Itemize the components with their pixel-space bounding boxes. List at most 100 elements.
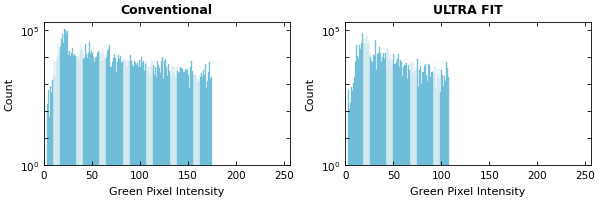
Bar xyxy=(501,168,502,200)
Bar xyxy=(230,168,231,200)
Bar xyxy=(92,54,93,200)
Bar xyxy=(497,168,498,200)
Bar xyxy=(44,168,45,200)
Bar xyxy=(355,62,356,200)
Bar xyxy=(356,46,357,200)
Bar xyxy=(178,73,179,200)
Bar xyxy=(226,168,227,200)
Bar xyxy=(432,72,433,200)
Bar xyxy=(255,168,256,200)
Bar xyxy=(368,42,369,200)
Bar xyxy=(157,62,158,200)
Bar xyxy=(80,44,81,200)
Bar xyxy=(427,82,428,200)
Bar xyxy=(279,168,280,200)
Bar xyxy=(480,168,481,200)
Bar xyxy=(395,64,396,200)
Bar xyxy=(85,45,86,200)
Bar xyxy=(384,60,385,200)
Bar xyxy=(493,168,494,200)
Bar xyxy=(542,168,543,200)
Bar xyxy=(179,73,180,200)
Bar xyxy=(519,168,520,200)
Bar xyxy=(554,168,555,200)
Bar xyxy=(121,63,122,200)
Bar xyxy=(189,88,190,200)
Bar xyxy=(164,62,165,200)
Bar xyxy=(158,66,159,200)
Bar xyxy=(138,68,139,200)
Bar xyxy=(73,56,74,200)
Bar xyxy=(233,168,234,200)
Bar xyxy=(381,62,382,200)
Bar xyxy=(272,168,273,200)
Bar xyxy=(115,58,116,200)
Bar xyxy=(363,44,364,200)
Bar xyxy=(421,84,422,200)
Bar xyxy=(192,72,193,200)
Bar xyxy=(402,76,403,200)
Bar xyxy=(234,168,235,200)
Bar xyxy=(588,168,589,200)
Y-axis label: Count: Count xyxy=(4,78,14,110)
Bar xyxy=(469,168,470,200)
Bar xyxy=(576,168,577,200)
Bar xyxy=(380,53,381,200)
Bar xyxy=(101,62,103,200)
Bar xyxy=(171,78,172,200)
Bar xyxy=(221,168,222,200)
Bar xyxy=(350,103,351,200)
Bar xyxy=(502,168,503,200)
Bar xyxy=(112,63,113,200)
Bar xyxy=(358,60,359,200)
Bar xyxy=(113,59,114,200)
Bar xyxy=(183,72,184,200)
Bar xyxy=(487,168,488,200)
Bar xyxy=(499,168,500,200)
Bar xyxy=(389,56,391,200)
Bar xyxy=(149,75,151,200)
Bar xyxy=(494,168,495,200)
Bar xyxy=(419,71,420,200)
Bar xyxy=(472,168,473,200)
Bar xyxy=(200,78,201,200)
Bar xyxy=(203,71,204,200)
Bar xyxy=(430,77,431,200)
Bar xyxy=(446,63,447,200)
Bar xyxy=(186,72,187,200)
Bar xyxy=(474,168,475,200)
Bar xyxy=(566,168,567,200)
Bar xyxy=(385,53,386,200)
Bar xyxy=(400,60,401,200)
Bar xyxy=(429,66,430,200)
Bar xyxy=(540,168,541,200)
Title: Conventional: Conventional xyxy=(121,4,213,17)
Bar xyxy=(541,168,542,200)
Bar xyxy=(392,61,393,200)
Bar xyxy=(69,52,70,200)
Bar xyxy=(423,72,424,200)
Bar xyxy=(549,168,550,200)
Bar xyxy=(211,78,212,200)
Bar xyxy=(109,46,110,200)
Bar xyxy=(242,168,244,200)
Bar xyxy=(208,72,209,200)
Bar xyxy=(184,73,185,200)
Bar xyxy=(62,35,63,200)
Bar xyxy=(506,168,508,200)
Bar xyxy=(224,168,225,200)
Bar xyxy=(237,168,238,200)
Bar xyxy=(587,168,588,200)
Bar xyxy=(202,78,203,200)
Bar xyxy=(379,48,380,200)
Bar xyxy=(477,168,478,200)
Bar xyxy=(256,168,257,200)
Bar xyxy=(163,80,164,200)
Bar xyxy=(216,168,217,200)
Bar xyxy=(371,61,372,200)
Bar xyxy=(159,69,160,200)
Bar xyxy=(70,57,71,200)
Bar xyxy=(488,168,489,200)
Bar xyxy=(214,168,215,200)
Bar xyxy=(46,168,47,200)
